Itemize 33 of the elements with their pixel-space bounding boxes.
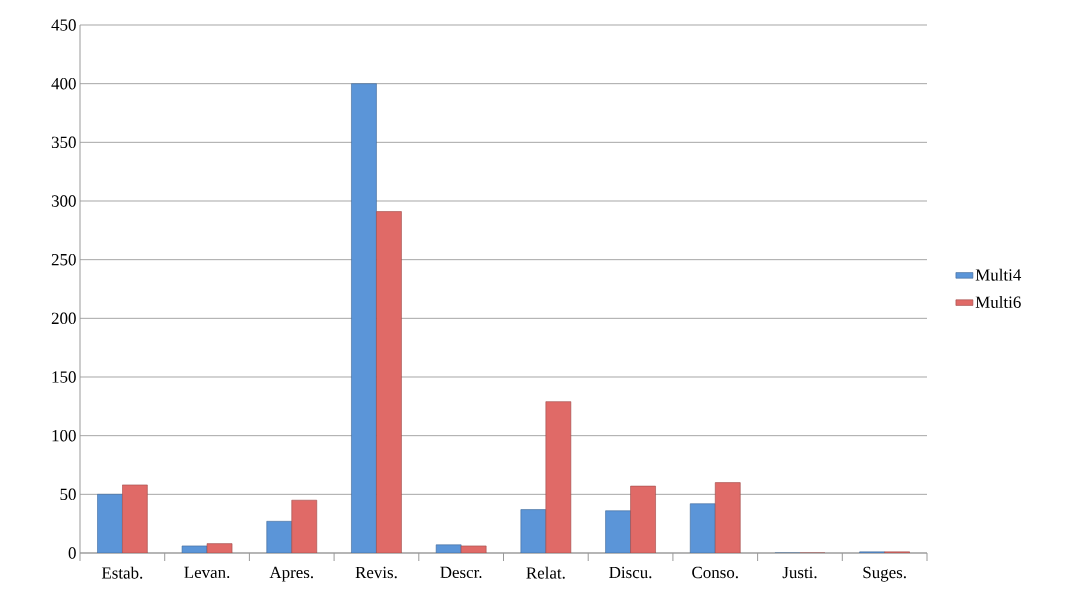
x-tick-label: Discu. (609, 566, 652, 579)
bar (630, 485, 656, 553)
bar (376, 211, 402, 553)
y-tick-label: 0 (68, 547, 76, 559)
y-tick-label: 450 (51, 19, 76, 31)
x-tick-label: Levan. (184, 566, 230, 579)
x-tick-label: Apres. (269, 566, 313, 582)
x-tick-label: Revis. (355, 566, 397, 579)
x-tick-label: Justi. (782, 566, 817, 579)
y-tick-label: 100 (52, 429, 76, 442)
legend-label: Multi4 (975, 268, 1022, 281)
y-tick-label: 250 (51, 253, 76, 266)
x-tick-label: Relat. (526, 566, 565, 579)
x-tick-label: Suges. (863, 566, 906, 582)
y-tick-label: 350 (51, 136, 76, 149)
bar (605, 510, 631, 553)
y-tick-label: 50 (60, 488, 76, 501)
bar (545, 401, 572, 553)
bar (97, 494, 123, 553)
bar (714, 482, 741, 553)
bar (291, 499, 318, 553)
bar (266, 521, 293, 553)
y-tick-label: 400 (51, 77, 76, 90)
x-tick-label: Estab. (101, 566, 143, 579)
bar (122, 484, 148, 553)
y-tick-label: 200 (51, 312, 76, 325)
bar (689, 503, 716, 553)
legend-label: Multi6 (975, 295, 1021, 308)
bar (351, 83, 377, 553)
x-tick-label: Conso. (692, 566, 738, 579)
y-tick-label: 300 (51, 195, 76, 207)
x-tick-label: Descr. (440, 566, 482, 579)
y-tick-label: 150 (52, 371, 76, 383)
